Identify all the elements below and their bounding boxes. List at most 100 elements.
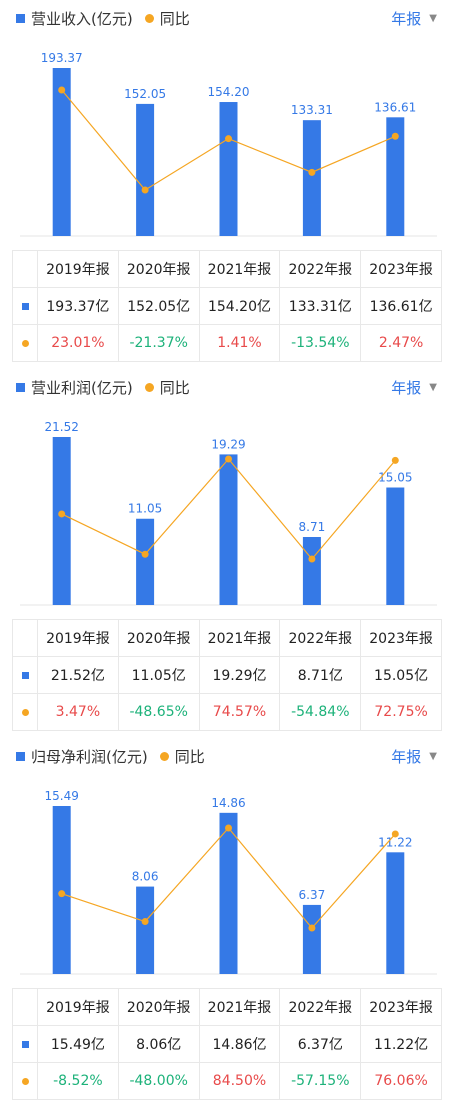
yoy-cell: 72.75% [360, 693, 442, 731]
year-cell: 2023年报 [360, 619, 442, 657]
yoy-point [308, 555, 316, 563]
combo-chart: 21.52 11.05 19.29 8.71 15.05 [0, 409, 457, 609]
line-dot-icon [21, 1078, 29, 1085]
period-label: 年报 [391, 747, 422, 766]
line-legend-label: 同比 [159, 9, 190, 28]
line-legend-swatch [144, 13, 154, 23]
year-cell: 2021年报 [198, 250, 281, 288]
year-cell: 2020年报 [117, 619, 200, 657]
yoy-row: 23.01% -21.37% 1.41% -13.54% 2.47% [12, 324, 442, 362]
row-icon-cell [12, 250, 38, 288]
bar [136, 518, 155, 605]
period-selector[interactable]: 年报 ▼ [391, 746, 437, 766]
net-profit-section: 归母净利润(亿元) 同比 年报 ▼ 15.49 8.06 14.86 6.37 11.2… [0, 738, 457, 1107]
yoy-point [58, 86, 66, 94]
bar-legend-label: 营业利润(亿元) [31, 378, 133, 397]
caret-down-icon: ▼ [429, 750, 437, 762]
yoy-cell: 3.47% [37, 693, 119, 731]
bar-value-label: 19.29 [211, 437, 245, 451]
bar [52, 437, 71, 605]
bar-legend-swatch [16, 751, 25, 761]
data-table: 2019年报 2020年报 2021年报 2022年报 2023年报 15.49… [12, 988, 442, 1100]
bar [219, 454, 238, 605]
chart-legend: 归母净利润(亿元) 同比 [16, 746, 205, 766]
line-dot-icon [21, 340, 29, 347]
chart-legend: 营业收入(亿元) 同比 [16, 8, 190, 28]
bar-value-label: 193.37 [41, 51, 83, 65]
yoy-cell: -8.52% [37, 1062, 119, 1100]
yoy-row: 3.47% -48.65% 74.57% -54.84% 72.75% [12, 693, 442, 731]
bar [386, 852, 405, 974]
yoy-point [391, 830, 399, 838]
value-cell: 193.37亿 [37, 287, 119, 325]
yoy-point [58, 890, 66, 898]
yoy-cell: 23.01% [37, 324, 119, 362]
yoy-point [391, 132, 399, 140]
revenue-section: 营业收入(亿元) 同比 年报 ▼ 193.37 152.05 154.20 133.3… [0, 0, 457, 369]
bar [302, 537, 321, 605]
yoy-cell: -48.65% [117, 693, 200, 731]
line-legend-swatch [144, 382, 154, 392]
yoy-point [141, 550, 149, 558]
bar-value-label: 15.49 [45, 789, 79, 803]
yoy-cell: 1.41% [198, 324, 281, 362]
bar-square-icon [21, 303, 29, 310]
yoy-point [308, 168, 316, 176]
yoy-cell: -54.84% [279, 693, 362, 731]
chart-svg: 21.52 11.05 19.29 8.71 15.05 [20, 420, 437, 606]
operating-profit-section: 营业利润(亿元) 同比 年报 ▼ 21.52 11.05 19.29 8.71 15.0… [0, 369, 457, 738]
year-cell: 2022年报 [279, 250, 362, 288]
bar-value-label: 14.86 [211, 796, 245, 810]
value-cell: 133.31亿 [279, 287, 362, 325]
yoy-point [308, 924, 316, 932]
bar [136, 886, 155, 974]
year-row: 2019年报 2020年报 2021年报 2022年报 2023年报 [12, 988, 442, 1026]
yoy-cell: -57.15% [279, 1062, 362, 1100]
bar-legend-label: 营业收入(亿元) [31, 9, 133, 28]
line-legend-swatch [159, 751, 169, 761]
bar-value-label: 133.31 [291, 103, 333, 117]
bar [302, 120, 321, 236]
caret-down-icon: ▼ [429, 381, 437, 393]
value-cell: 21.52亿 [37, 656, 119, 694]
value-cell: 136.61亿 [360, 287, 442, 325]
bar [136, 103, 155, 236]
year-cell: 2022年报 [279, 619, 362, 657]
value-row: 193.37亿 152.05亿 154.20亿 133.31亿 136.61亿 [12, 287, 442, 325]
yoy-point [141, 918, 149, 926]
year-cell: 2019年报 [37, 619, 119, 657]
yoy-cell: 2.47% [360, 324, 442, 362]
bar-value-label: 152.05 [124, 87, 166, 101]
period-selector[interactable]: 年报 ▼ [391, 8, 437, 28]
bar-value-label: 11.05 [128, 502, 162, 516]
bar-value-label: 15.05 [378, 471, 412, 485]
year-cell: 2023年报 [360, 250, 442, 288]
bar-square-icon [21, 1041, 29, 1048]
value-cell: 6.37亿 [279, 1025, 362, 1063]
data-table: 2019年报 2020年报 2021年报 2022年报 2023年报 21.52… [12, 619, 442, 731]
row-icon-cell [12, 1062, 38, 1100]
yoy-point [58, 510, 66, 518]
bar-value-label: 154.20 [208, 85, 250, 99]
value-cell: 152.05亿 [117, 287, 200, 325]
bar [386, 487, 405, 605]
bar-square-icon [21, 672, 29, 679]
year-row: 2019年报 2020年报 2021年报 2022年报 2023年报 [12, 250, 442, 288]
bar-value-label: 8.06 [132, 870, 159, 884]
value-cell: 11.22亿 [360, 1025, 442, 1063]
yoy-point [391, 456, 399, 464]
line-legend-label: 同比 [159, 378, 190, 397]
value-cell: 8.06亿 [117, 1025, 200, 1063]
value-row: 15.49亿 8.06亿 14.86亿 6.37亿 11.22亿 [12, 1025, 442, 1063]
period-selector[interactable]: 年报 ▼ [391, 377, 437, 397]
period-label: 年报 [391, 9, 422, 28]
yoy-cell: -48.00% [117, 1062, 200, 1100]
caret-down-icon: ▼ [429, 12, 437, 24]
bar [52, 806, 71, 974]
value-cell: 19.29亿 [198, 656, 281, 694]
yoy-cell: -21.37% [117, 324, 200, 362]
row-icon-cell [12, 1025, 38, 1063]
bar-legend-swatch [16, 382, 25, 392]
value-cell: 15.49亿 [37, 1025, 119, 1063]
year-cell: 2023年报 [360, 988, 442, 1026]
